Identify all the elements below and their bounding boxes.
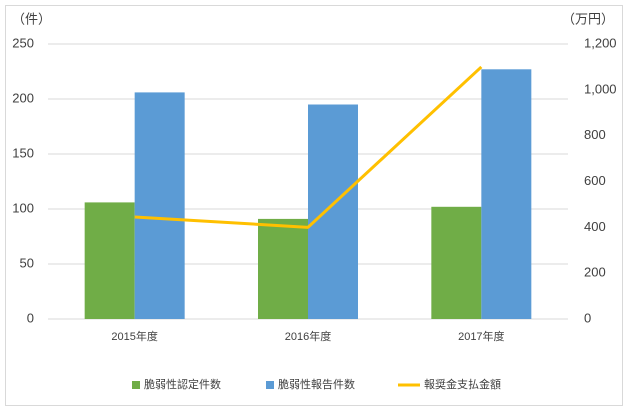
bar	[481, 69, 532, 319]
y2-tick-label: 1,000	[584, 81, 617, 96]
legend-swatch	[132, 381, 140, 389]
legend-label: 脆弱性報告件数	[278, 377, 355, 391]
y2-axis-label: （万円）	[562, 11, 614, 26]
y-tick-label: 50	[20, 255, 34, 270]
x-tick-label: 2017年度	[458, 329, 504, 343]
x-tick-label: 2016年度	[285, 329, 331, 343]
legend-label: 脆弱性認定件数	[144, 377, 221, 391]
y2-tick-label: 600	[584, 173, 606, 188]
legend-swatch	[266, 381, 274, 389]
bar	[308, 104, 358, 319]
y-tick-label: 150	[12, 145, 34, 160]
y-tick-label: 250	[12, 35, 34, 50]
y-tick-label: 0	[27, 310, 34, 325]
bar	[84, 202, 135, 319]
x-tick-label: 2015年度	[111, 329, 157, 343]
line-series	[134, 65, 483, 229]
y2-tick-label: 400	[584, 219, 606, 234]
y2-tick-label: 800	[584, 127, 606, 142]
y-tick-label: 200	[12, 90, 34, 105]
bar	[431, 206, 482, 319]
y2-tick-label: 0	[584, 310, 591, 325]
legend-label: 報奨金支払金額	[424, 377, 501, 391]
y-axis-label: （件）	[12, 11, 51, 26]
bar	[134, 92, 185, 320]
bar	[258, 218, 308, 319]
y2-tick-label: 1,200	[584, 35, 617, 50]
y2-tick-label: 200	[584, 265, 606, 280]
y-tick-label: 100	[12, 200, 34, 215]
